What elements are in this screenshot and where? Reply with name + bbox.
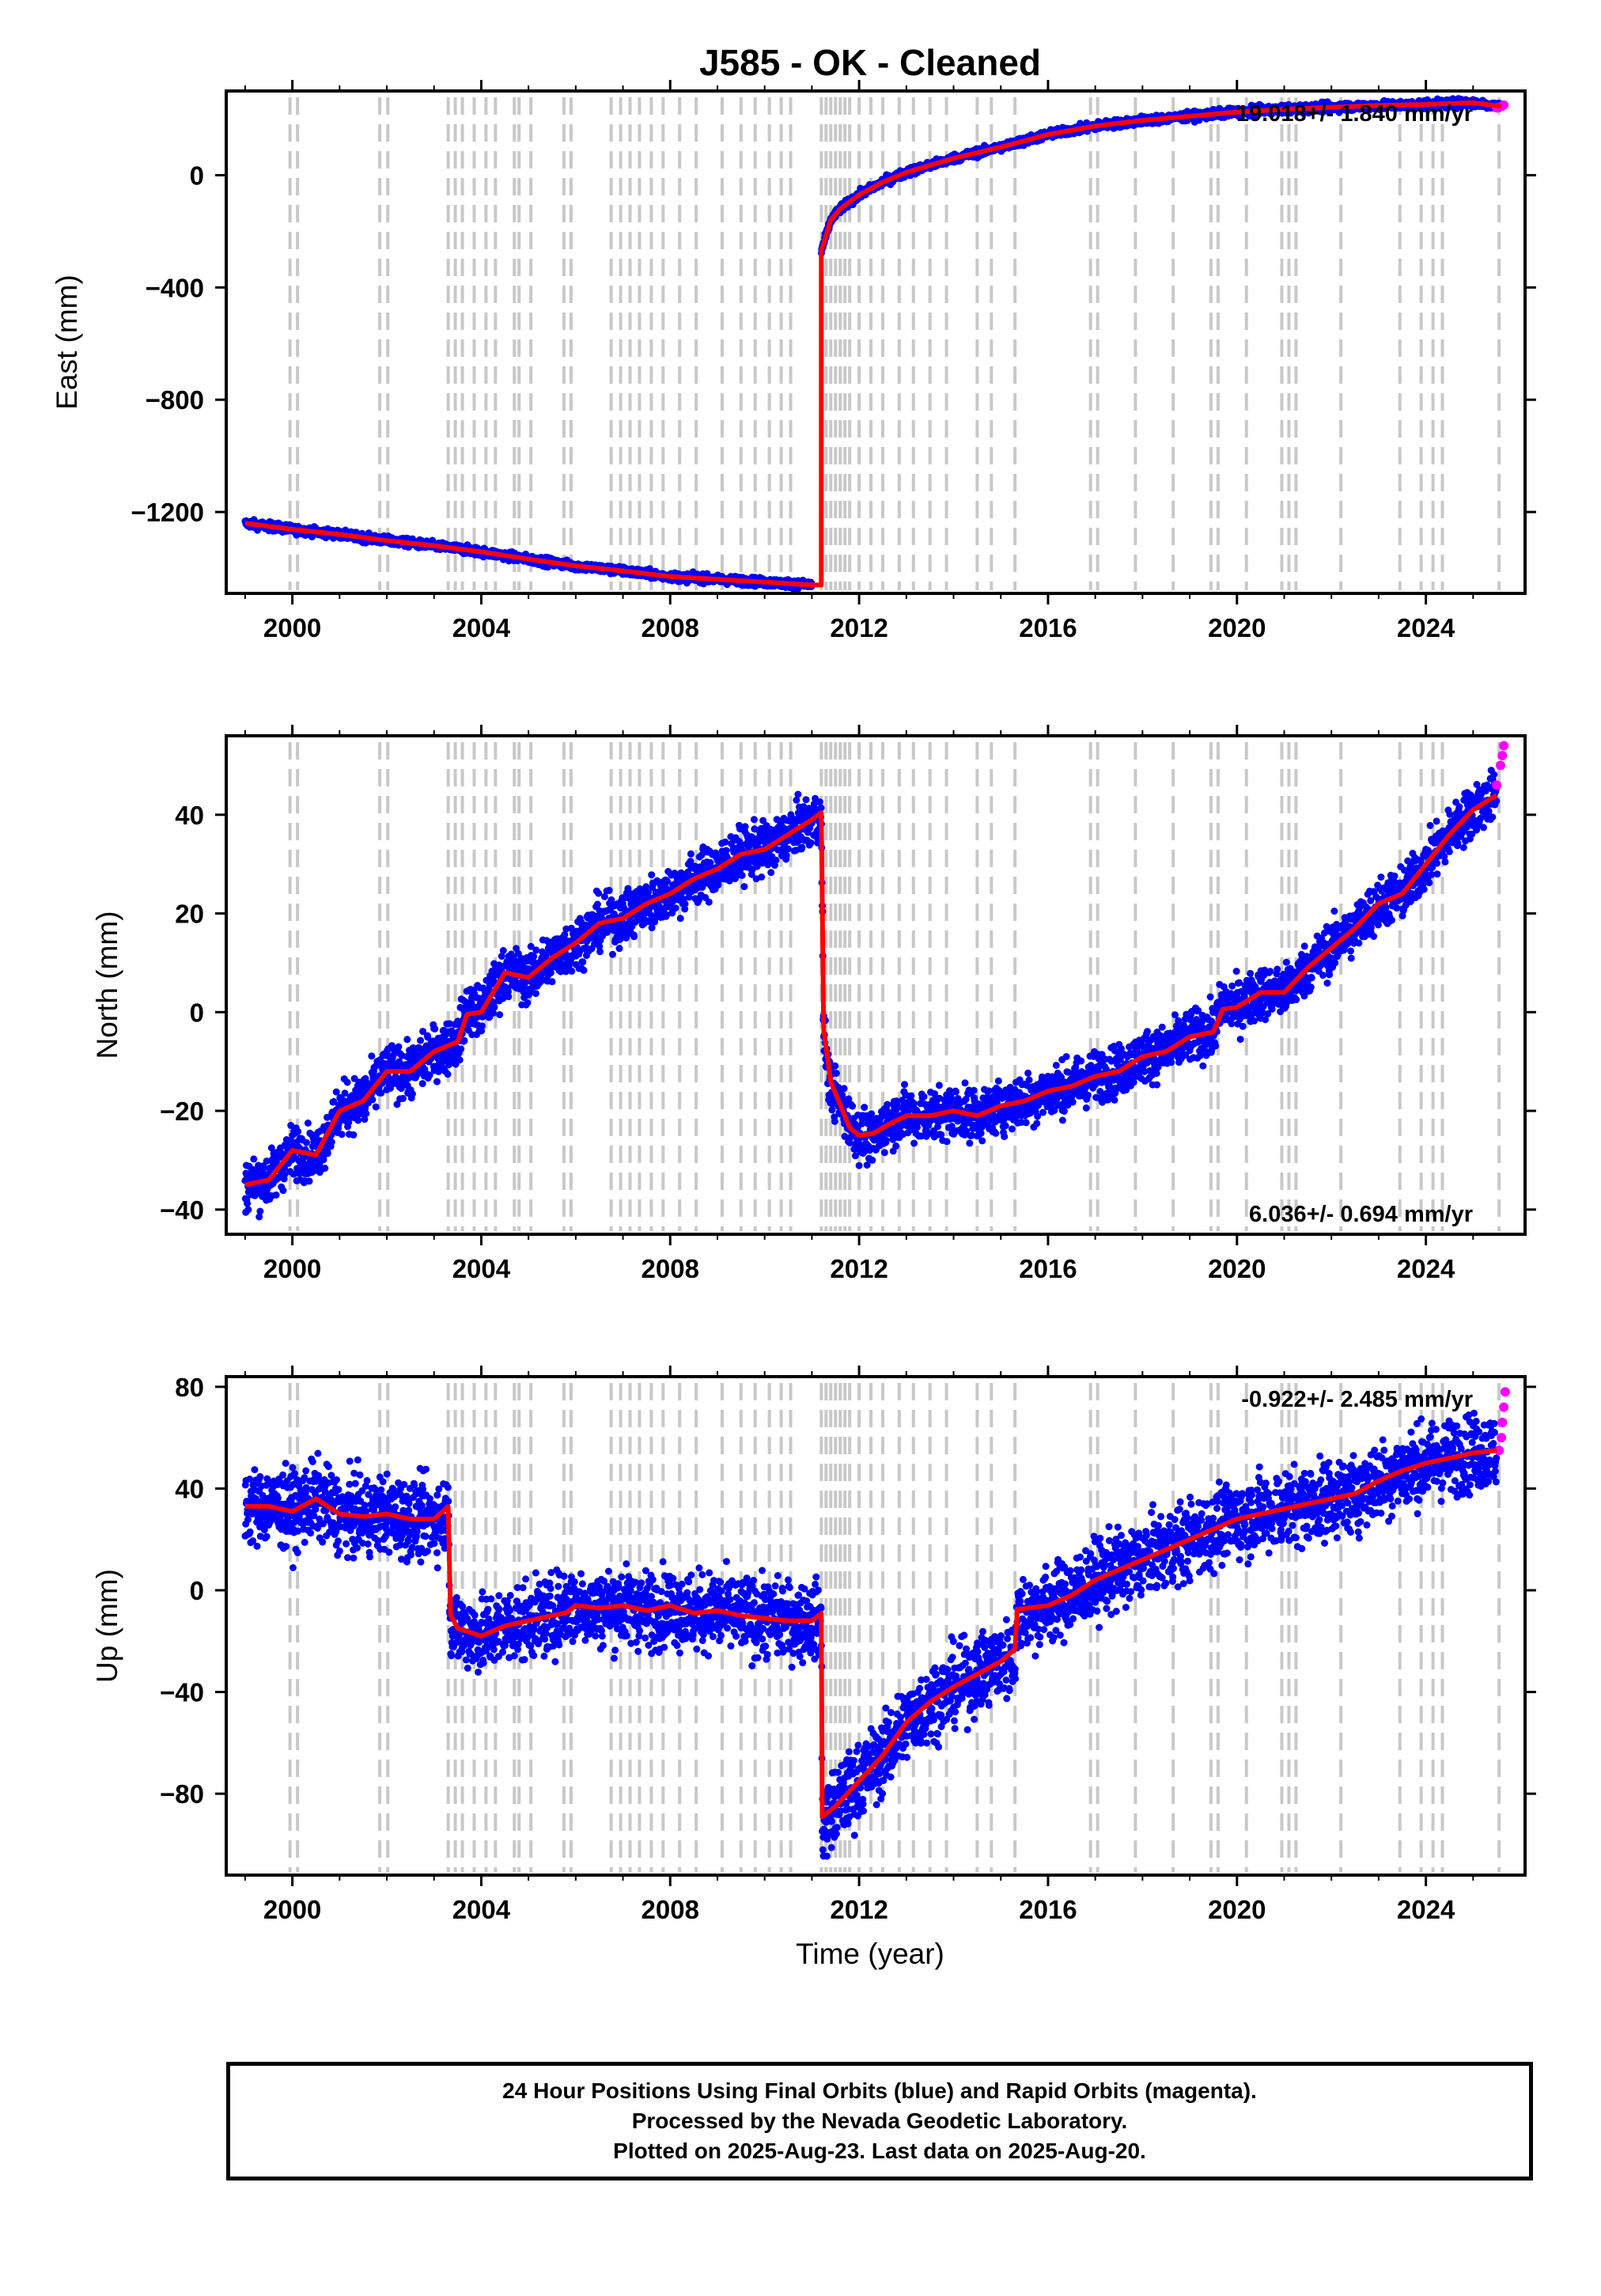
data-point	[404, 1074, 412, 1082]
data-point	[456, 1056, 464, 1064]
rapid-point	[1499, 100, 1509, 110]
x-tick-label: 2024	[1397, 613, 1455, 642]
data-point	[426, 1071, 433, 1079]
data-point	[424, 1033, 432, 1041]
data-point	[272, 1191, 280, 1199]
data-point	[393, 1101, 401, 1108]
data-point	[434, 1068, 442, 1075]
y-axis-label: East (mm)	[51, 275, 83, 410]
data-point	[362, 1110, 370, 1117]
model-line	[244, 100, 1502, 588]
x-tick-label: 2012	[830, 613, 888, 642]
data-point	[444, 1070, 452, 1078]
data-point	[368, 1052, 376, 1060]
data-point	[332, 1088, 340, 1096]
x-tick-label: 2020	[1208, 613, 1266, 642]
data-point	[343, 1078, 351, 1086]
data-point	[259, 1164, 267, 1172]
data-point	[279, 1187, 287, 1195]
data-point	[377, 1089, 385, 1097]
data-point	[361, 1116, 369, 1123]
data-point	[372, 1103, 380, 1111]
data-point	[350, 1131, 358, 1139]
plot-area	[241, 95, 1509, 593]
rapid-orbit-points	[1492, 100, 1509, 113]
data-point	[255, 1213, 263, 1221]
final-orbit-points	[241, 95, 1505, 593]
data-point	[445, 1020, 453, 1028]
x-tick-label: 2016	[1019, 613, 1077, 642]
data-point	[303, 1139, 310, 1146]
data-point	[417, 1036, 424, 1044]
data-point	[327, 1139, 335, 1146]
data-point	[281, 1171, 289, 1178]
data-point	[294, 1127, 302, 1135]
data-point	[267, 1144, 275, 1152]
plot-area	[241, 741, 1509, 1231]
data-point	[396, 1058, 403, 1066]
data-point	[290, 1170, 297, 1178]
data-point	[433, 1078, 441, 1085]
data-point	[330, 1097, 338, 1105]
data-point	[244, 1199, 252, 1207]
data-point	[304, 1120, 312, 1127]
panel-1: 2000 2004 2008 2012 2016 2020 2024 0 −400 −800 −12…	[51, 80, 1536, 642]
plot-frame	[225, 89, 1527, 595]
data-point	[369, 1096, 377, 1104]
data-point	[324, 1113, 331, 1121]
data-point	[345, 1119, 353, 1127]
data-point	[341, 1089, 349, 1097]
rate-label: 19.018+/- 1.840 mm/yr	[1236, 101, 1473, 127]
x-tick-label: 2008	[642, 613, 699, 642]
data-point	[324, 1150, 331, 1157]
y-tick-label: −1200	[131, 498, 204, 527]
data-point	[408, 1090, 416, 1098]
data-point	[403, 1036, 411, 1044]
data-point	[321, 1165, 329, 1172]
x-tick-label: 2004	[452, 613, 511, 642]
x-tick-label: 2000	[263, 613, 321, 642]
data-point	[250, 1155, 258, 1163]
figure-title: J585 - OK - Cleaned	[699, 42, 1041, 83]
data-point	[395, 1043, 403, 1051]
data-point	[263, 1157, 271, 1165]
data-point	[338, 1131, 346, 1139]
data-point	[354, 1116, 362, 1124]
data-point	[399, 1094, 407, 1102]
data-point	[387, 1085, 394, 1092]
data-point	[305, 1177, 313, 1185]
y-tick-label: −400	[146, 273, 204, 302]
y-tick-label: 0	[190, 161, 204, 190]
data-point	[244, 1206, 252, 1214]
data-point	[256, 1207, 264, 1215]
y-tick-label: −800	[146, 385, 204, 415]
data-point	[419, 1028, 427, 1036]
data-point	[431, 1025, 439, 1032]
panels: 2000 2004 2008 2012 2016 2020 2024 0 −400 −800 −12…	[51, 80, 1536, 1924]
panel-2: 2000 2004 2008 2012 2016 2020 202440200−20−40N…	[91, 725, 1536, 1283]
data-point	[418, 1080, 426, 1088]
